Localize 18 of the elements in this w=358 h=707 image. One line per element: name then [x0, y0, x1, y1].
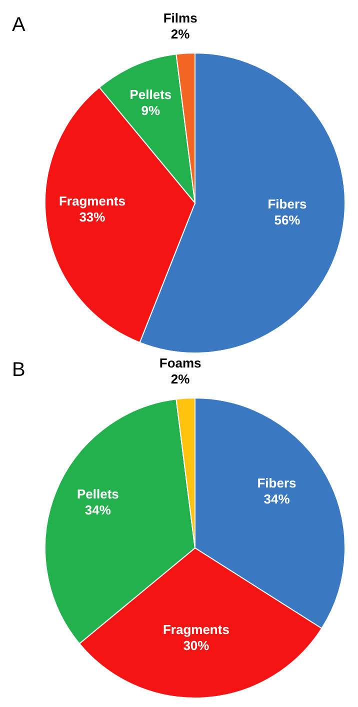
slice-label: Fibers	[268, 196, 307, 212]
data-label: 34%	[84, 502, 112, 518]
slice-label: Fibers	[257, 475, 296, 490]
chart-title: B	[12, 359, 26, 382]
data-label: 2%	[170, 371, 190, 386]
chart-title: A	[12, 14, 26, 37]
data-label: 30%	[183, 638, 210, 653]
slice-label: Fragments	[58, 193, 126, 208]
data-label: 2%	[170, 26, 190, 42]
slice-label: Films	[163, 10, 198, 26]
data-label: 33%	[79, 209, 106, 224]
slice-label: Foams	[159, 355, 202, 370]
slice-label: Pellets	[76, 486, 119, 502]
data-label: 34%	[264, 491, 290, 506]
slice-label: Pellets	[130, 87, 172, 102]
slice-label: Fragments	[162, 622, 230, 637]
data-label: 56%	[274, 212, 301, 228]
data-label: 9%	[141, 103, 161, 118]
